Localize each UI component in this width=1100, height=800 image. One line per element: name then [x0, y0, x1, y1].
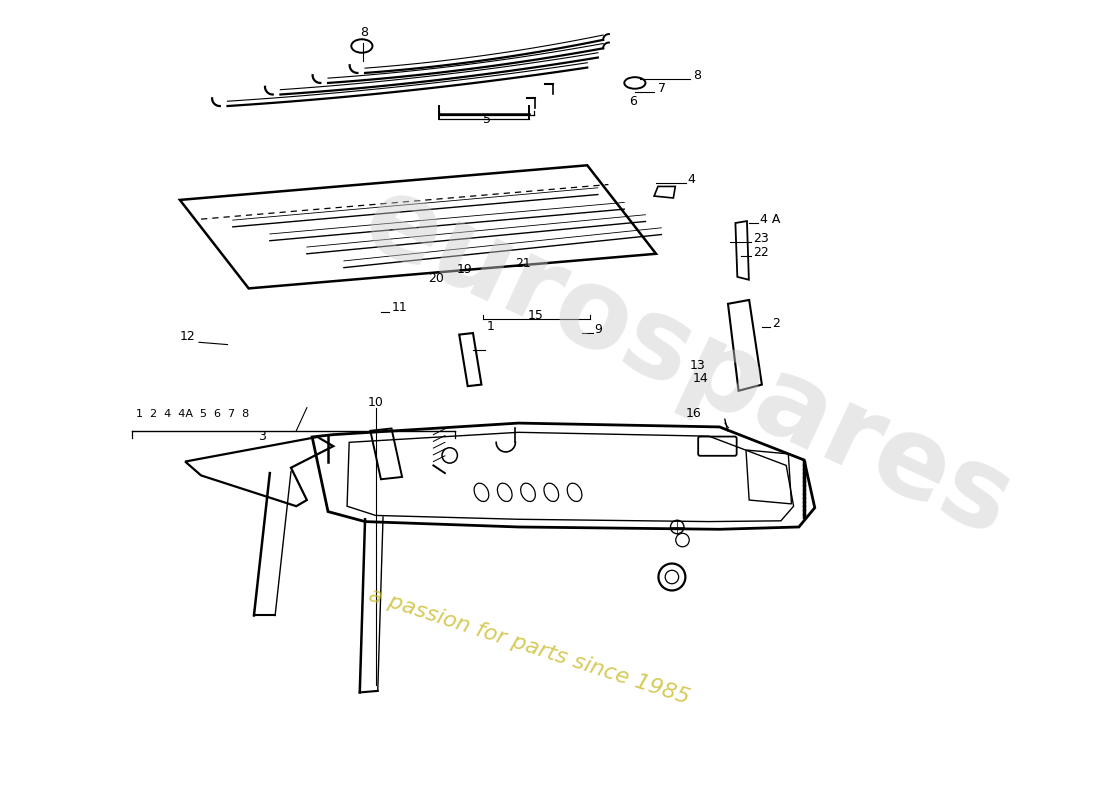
Text: 23: 23 [754, 232, 769, 245]
Text: eurospares: eurospares [346, 165, 1028, 558]
Text: 8: 8 [693, 69, 701, 82]
Text: 7: 7 [658, 82, 667, 95]
Text: 5: 5 [483, 114, 491, 126]
Text: 2: 2 [772, 317, 780, 330]
Text: 9: 9 [595, 322, 603, 336]
Text: 19: 19 [458, 262, 473, 276]
Text: 12: 12 [180, 330, 196, 343]
Text: 20: 20 [429, 272, 444, 285]
Text: 1  2  4  4A  5  6  7  8: 1 2 4 4A 5 6 7 8 [136, 410, 250, 419]
Text: 6: 6 [629, 95, 638, 108]
Text: 8: 8 [360, 26, 367, 38]
Text: 22: 22 [754, 246, 769, 258]
Text: 13: 13 [690, 359, 706, 372]
Text: 11: 11 [392, 301, 407, 314]
Text: a passion for parts since 1985: a passion for parts since 1985 [366, 585, 692, 708]
Text: 14: 14 [693, 372, 708, 385]
Text: 21: 21 [515, 257, 531, 270]
Text: 3: 3 [258, 430, 266, 443]
Text: 4 A: 4 A [760, 213, 780, 226]
Text: 4: 4 [688, 173, 695, 186]
Text: 15: 15 [528, 309, 543, 322]
Text: 16: 16 [685, 407, 702, 420]
Text: 10: 10 [367, 396, 384, 409]
Text: 1: 1 [486, 320, 495, 334]
